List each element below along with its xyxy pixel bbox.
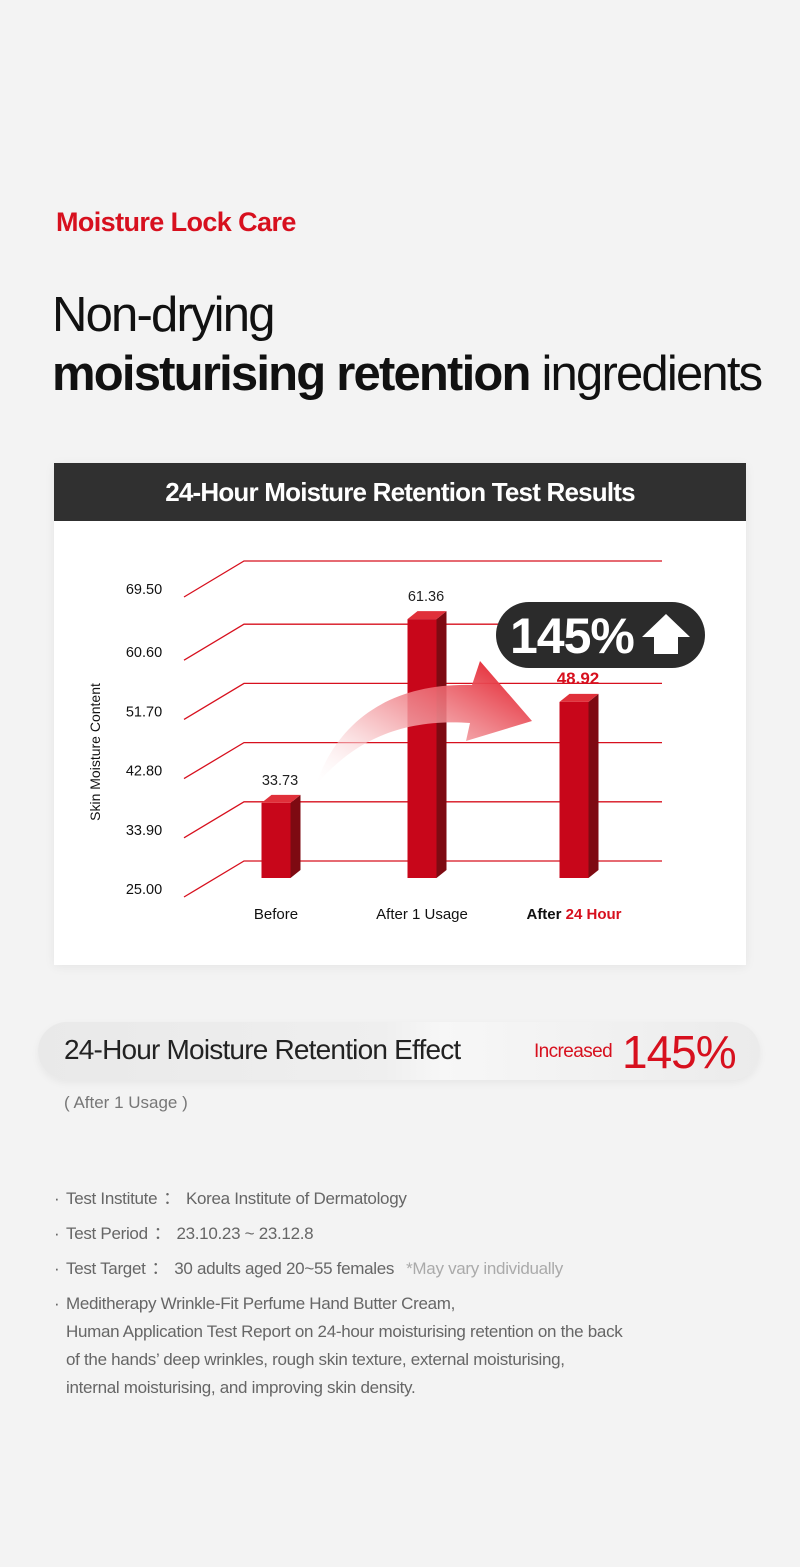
note-period-sep: ： xyxy=(153,1224,171,1243)
bar xyxy=(407,619,437,878)
note-description-line: of the hands’ deep wrinkles, rough skin … xyxy=(66,1350,565,1369)
effect-banner: 24-Hour Moisture Retention Effect Increa… xyxy=(38,1022,760,1080)
note-institute-value: Korea Institute of Dermatology xyxy=(185,1189,407,1208)
bar xyxy=(261,802,291,878)
note-period-label: Test Period xyxy=(66,1224,148,1243)
grid-line xyxy=(183,801,662,839)
note-description-line: Human Application Test Report on 24-hour… xyxy=(66,1322,623,1341)
note-target-value: 30 adults aged 20~55 females xyxy=(174,1259,395,1278)
bar-top xyxy=(559,693,599,702)
bar-side xyxy=(588,693,599,878)
note-period: Test Period ： 23.10.23 ~ 23.12.8 xyxy=(54,1220,754,1248)
grid-line xyxy=(183,682,662,720)
bar-top xyxy=(261,794,301,803)
bar-value-label: 33.73 xyxy=(262,773,298,789)
bar-side xyxy=(290,794,301,878)
note-period-value: 23.10.23 ~ 23.12.8 xyxy=(176,1224,314,1243)
headline: Non-drying moisturising retention ingred… xyxy=(52,286,763,404)
up-arrow-icon xyxy=(642,614,690,654)
grid-line xyxy=(183,860,662,898)
y-tick-label: 69.50 xyxy=(126,582,162,598)
bar-value-label: 61.36 xyxy=(408,589,444,605)
x-category-label: After 1 Usage xyxy=(376,906,468,923)
bar-side xyxy=(436,611,447,878)
y-tick-label: 33.90 xyxy=(126,823,162,839)
y-tick-label: 42.80 xyxy=(126,764,162,780)
note-target-label: Test Target xyxy=(66,1259,146,1278)
increase-badge: 145% xyxy=(496,602,705,668)
x-category-highlight: 24 Hour xyxy=(566,906,622,923)
section-eyebrow: Moisture Lock Care xyxy=(56,207,296,237)
note-institute: Test Institute ： Korea Institute of Dermat… xyxy=(54,1185,754,1213)
note-institute-sep: ： xyxy=(163,1189,180,1208)
bar xyxy=(559,701,589,878)
moisture-bar-chart: 25.00 33.90 42.80 51.70 60.60 69.50 Skin Mois… xyxy=(87,560,705,923)
grid-line xyxy=(183,560,662,598)
y-axis-label: Skin Moisture Content xyxy=(87,683,103,821)
y-tick-label: 25.00 xyxy=(126,882,162,898)
effect-subnote: ( After 1 Usage ) xyxy=(64,1093,188,1112)
effect-title: 24-Hour Moisture Retention Effect xyxy=(64,1034,461,1065)
test-notes: Test Institute ： Korea Institute of Dermat… xyxy=(54,1185,754,1409)
chart-title: 24-Hour Moisture Retention Test Results xyxy=(54,463,746,521)
note-description-line: internal moisturising, and improving ski… xyxy=(66,1378,416,1397)
bar-value-label: 48.92 xyxy=(557,669,600,688)
y-tick-label: 60.60 xyxy=(126,645,162,661)
x-category-prefix: After xyxy=(526,906,565,923)
headline-line1: Non-drying xyxy=(52,288,275,342)
headline-rest: ingredients xyxy=(529,347,763,401)
y-tick-label: 51.70 xyxy=(126,704,162,720)
grid-line xyxy=(183,741,662,780)
headline-bold: moisturising retention xyxy=(52,347,531,401)
note-institute-label: Test Institute xyxy=(66,1189,158,1208)
x-category-label: Before xyxy=(254,906,298,923)
chart-card: 24-Hour Moisture Retention Test Results … xyxy=(54,463,746,965)
x-category-label: After 24 Hour xyxy=(526,906,621,923)
effect-increase-value: 145% xyxy=(622,1026,737,1078)
note-description-line: Meditherapy Wrinkle-Fit Perfume Hand But… xyxy=(66,1294,456,1313)
effect-increase-label: Increased xyxy=(534,1041,613,1062)
note-target: Test Target ： 30 adults aged 20~55 females… xyxy=(54,1255,754,1283)
bar-top xyxy=(407,611,447,620)
note-target-sep: ： xyxy=(151,1259,169,1278)
growth-arrow xyxy=(316,661,532,785)
note-target-disclaimer: *May vary individually xyxy=(406,1259,563,1278)
headline-line2: moisturising retention ingredients xyxy=(52,345,763,404)
badge-value: 145% xyxy=(510,608,634,664)
note-description: Meditherapy Wrinkle-Fit Perfume Hand But… xyxy=(54,1290,754,1402)
